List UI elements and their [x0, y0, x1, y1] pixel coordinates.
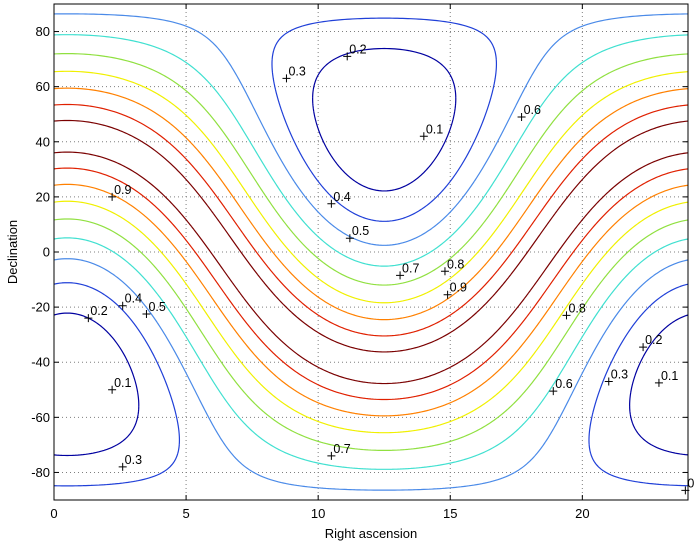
contour-label: 0.3	[125, 453, 142, 467]
y-tick-label: -80	[31, 465, 50, 480]
y-axis-title: Declination	[5, 220, 20, 284]
contour-level-0.6	[53, 70, 689, 434]
contour-label: 0.1	[661, 369, 678, 383]
contour-label: 0.2	[645, 333, 662, 347]
y-tick-label: -40	[31, 355, 50, 370]
contour-label: 0.6	[524, 103, 541, 117]
contour-label-marker	[639, 343, 648, 352]
contour-label-marker	[118, 301, 127, 310]
contour-label-marker	[681, 486, 690, 495]
contour-label: 0.2	[90, 304, 107, 318]
contour-lines	[53, 13, 689, 491]
contour-labels: 0.2 0.3 0.1 0.6 0.9 0.4 0.5 0.7 0.8 0.9 0.4 0.2 0.5 0…	[84, 42, 694, 495]
contour-label-marker	[142, 310, 151, 318]
contour-level-0.8	[53, 103, 689, 401]
contour-label: 0.3	[611, 368, 628, 382]
x-axis-title: Right ascension	[325, 526, 418, 541]
contour-label-marker	[654, 378, 663, 387]
contour-label: 0.7	[402, 261, 419, 275]
contour-label-marker	[549, 387, 558, 396]
contour-label: 0.8	[447, 257, 464, 271]
contour-label-marker	[443, 290, 452, 299]
x-tick-label: 20	[575, 506, 589, 521]
y-tick-label: 20	[36, 189, 50, 204]
y-tick-label: 60	[36, 79, 50, 94]
contour-level-0.3	[53, 13, 689, 491]
contour-label-marker	[108, 192, 117, 201]
contour-label: 0.8	[568, 301, 585, 315]
contour-label-marker	[327, 199, 336, 208]
contour-label-marker	[118, 462, 127, 471]
contour-level-0.1	[53, 47, 689, 457]
contour-label-marker	[604, 377, 613, 386]
contour-level-0.5	[53, 53, 689, 451]
contour-label: 0.9	[450, 281, 467, 295]
contour-label: 0.7	[333, 442, 350, 456]
contour-label-marker	[517, 112, 526, 121]
y-tick-label: 40	[36, 134, 50, 149]
contour-label-marker	[84, 314, 93, 323]
x-tick-label: 10	[311, 506, 325, 521]
contour-level-0.2	[53, 17, 689, 487]
contour-label-marker	[396, 271, 405, 280]
contour-label-marker	[345, 234, 354, 243]
contour-label: 0.3	[288, 64, 305, 78]
axis-ticks: 0 5 10 15 20 -80 -60 -40 -20 0 20 40 60 80	[31, 4, 688, 521]
contour-label: 0.5	[148, 300, 165, 314]
x-tick-label: 5	[182, 506, 189, 521]
contour-label-marker	[327, 451, 336, 460]
contour-label: 0.4	[333, 190, 350, 204]
contour-label-marker	[282, 74, 291, 83]
contour-label-marker	[419, 132, 428, 141]
contour-label-marker	[343, 52, 352, 61]
contour-label: 0.5	[352, 224, 369, 238]
contour-label: 0.9	[114, 183, 131, 197]
contour-label: 0.4	[125, 292, 142, 306]
contour-label: 0.6	[555, 377, 572, 391]
contour-level-0.9	[53, 119, 689, 385]
contour-label-marker	[440, 267, 449, 276]
y-tick-label: 80	[36, 24, 50, 39]
contour-level-0.4	[53, 34, 689, 470]
contour-label: 0.1	[114, 376, 131, 390]
y-tick-label: -20	[31, 300, 50, 315]
contour-level-0.7	[53, 87, 689, 417]
contour-label: 0.2	[349, 42, 366, 56]
y-tick-label: 0	[43, 245, 50, 260]
x-tick-label: 0	[50, 506, 57, 521]
x-tick-label: 15	[443, 506, 457, 521]
grid-lines	[54, 4, 688, 500]
contour-label: 0	[687, 476, 694, 490]
contour-label: 0.1	[426, 122, 443, 136]
contour-label-marker	[108, 385, 117, 394]
contour-label-marker	[562, 311, 571, 320]
y-tick-label: -60	[31, 410, 50, 425]
